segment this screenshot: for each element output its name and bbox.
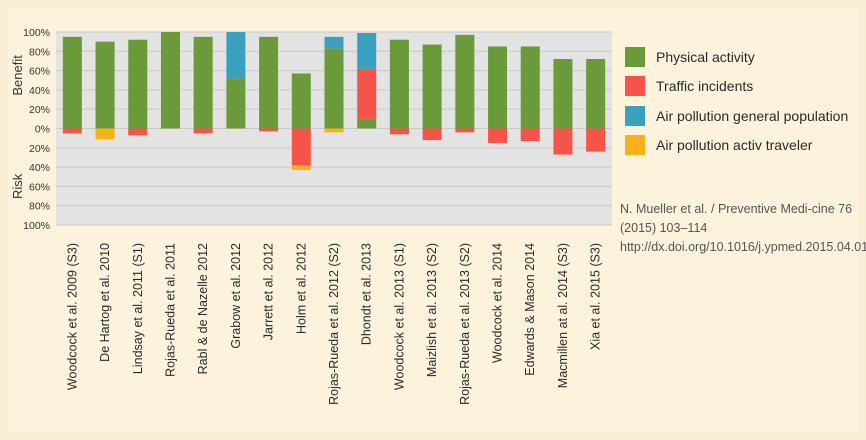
bar-segment-air-pollution-activ-traveler	[324, 128, 344, 133]
bar-segment-traffic-incidents	[520, 128, 540, 142]
y-tick-label: 20%	[29, 104, 50, 116]
legend-item-physical-activity: Physical activity	[625, 42, 866, 72]
legend-label: Physical activity	[656, 48, 755, 65]
legend-label: Air pollution activ traveler	[656, 137, 813, 154]
bar-segment-traffic-incidents	[128, 128, 148, 136]
legend-item-air-pollution-traveler: Air pollution activ traveler	[625, 131, 866, 161]
bar-segment-traffic-incidents	[455, 128, 475, 133]
bar-segment-physical-activity	[259, 36, 279, 129]
y-tick-label: 100%	[23, 27, 50, 39]
bar-segment-air-pollution-general-population	[324, 36, 344, 49]
bar-segment-traffic-incidents	[488, 128, 508, 143]
x-tick-label: Jarrett et al. 2012	[262, 243, 276, 340]
x-tick-label: Rojas-Rueda et al. 2011	[163, 243, 177, 377]
bar-segment-traffic-incidents	[357, 68, 377, 119]
bar-segment-traffic-incidents	[389, 128, 409, 135]
stacked-bar-chart: 100% 80% 60% 40% 20% 0% 20% 40% 60% 80% 100% Benefi…	[10, 27, 612, 405]
bar-segment-physical-activity	[324, 48, 344, 129]
x-tick-label: Macmillen at al. 2014 (S3)	[556, 243, 570, 388]
x-tick-label: Maizlish et al. 2013 (S2)	[425, 243, 439, 377]
legend-label: Air pollution general population	[656, 107, 849, 124]
bar-segment-physical-activity	[520, 46, 540, 129]
bar-segment-physical-activity	[160, 32, 180, 129]
bar-segment-traffic-incidents	[291, 128, 311, 166]
bar-segment-physical-activity	[226, 78, 246, 129]
y-axis-label-benefit: Benefit	[10, 55, 25, 96]
legend-item-traffic-incidents: Traffic incidents	[625, 72, 866, 102]
x-tick-label: Edwards & Mason 2014	[523, 243, 537, 376]
x-tick-label: Woodcock et al. 2014	[491, 243, 505, 363]
x-tick-label: Rojas-Rueda et al. 2012 (S2)	[327, 243, 341, 405]
bar-segment-physical-activity	[553, 59, 573, 129]
bar-segment-traffic-incidents	[193, 128, 213, 134]
y-tick-label: 60%	[29, 181, 50, 193]
x-tick-label: De Hartog et al. 2010	[98, 243, 112, 362]
x-tick-label: Woodcock et al. 2013 (S1)	[392, 243, 406, 390]
bar-segment-air-pollution-activ-traveler	[95, 128, 115, 140]
bar-segment-physical-activity	[95, 41, 115, 129]
bar-segment-traffic-incidents	[62, 128, 82, 134]
bar-segment-traffic-incidents	[259, 128, 279, 132]
bar-segment-physical-activity	[357, 118, 377, 129]
bar-segment-physical-activity	[62, 36, 82, 129]
bar-segment-physical-activity	[488, 46, 508, 129]
bar-segment-air-pollution-general-population	[226, 32, 246, 79]
legend-swatch-traffic-incidents	[625, 76, 645, 97]
figure-frame: 100% 80% 60% 40% 20% 0% 20% 40% 60% 80% 100% Benefi…	[8, 8, 866, 432]
bar-segment-traffic-incidents	[553, 128, 573, 155]
y-tick-label: 100%	[23, 220, 50, 232]
y-tick-label: 80%	[29, 201, 50, 213]
bar-segment-physical-activity	[389, 39, 409, 129]
legend-swatch-air-pollution-general	[625, 105, 645, 126]
bar-segment-physical-activity	[455, 34, 475, 129]
bar-segment-air-pollution-activ-traveler	[291, 165, 311, 170]
x-tick-label: Rojas-Rueda et al. 2013 (S2)	[458, 243, 472, 405]
citation-text: N. Mueller et al. / Preventive Medi-cine…	[620, 202, 866, 254]
bar-segment-physical-activity	[586, 59, 606, 129]
x-tick-label: Grabow et al. 2012	[229, 243, 243, 349]
y-axis-label-risk: Risk	[10, 173, 25, 199]
legend-swatch-air-pollution-traveler	[625, 135, 645, 156]
y-tick-label: 60%	[29, 66, 50, 78]
y-tick-label: 0%	[35, 124, 50, 136]
x-tick-label: Lindsay et al. 2011 (S1)	[131, 243, 145, 374]
x-tick-label: Rabl & de Nazelle 2012	[196, 243, 210, 374]
x-tick-label: Dhondt et al. 2013	[360, 243, 374, 345]
y-tick-label: 20%	[29, 143, 50, 155]
legend-label: Traffic incidents	[656, 78, 754, 95]
legend-item-air-pollution-general: Air pollution general population	[625, 101, 866, 131]
bar-segment-physical-activity	[422, 44, 442, 129]
chart-legend: Physical activity Traffic incidents Air …	[625, 42, 866, 160]
bar-segment-physical-activity	[291, 73, 311, 129]
bar-segment-physical-activity	[193, 36, 213, 129]
x-tick-label: Holm et al. 2012	[294, 243, 308, 334]
y-tick-label: 80%	[29, 46, 50, 58]
legend-swatch-physical-activity	[625, 46, 645, 67]
x-tick-label: Xia et al. 2015 (S3)	[589, 243, 603, 350]
bar-segment-physical-activity	[128, 39, 148, 129]
bar-segment-traffic-incidents	[586, 128, 606, 152]
y-tick-label: 40%	[29, 162, 50, 174]
x-tick-label: Woodcock et al. 2009 (S3)	[65, 243, 79, 390]
bar-segment-air-pollution-general-population	[357, 32, 377, 69]
bar-segment-traffic-incidents	[422, 128, 442, 141]
y-tick-label: 40%	[29, 85, 50, 97]
